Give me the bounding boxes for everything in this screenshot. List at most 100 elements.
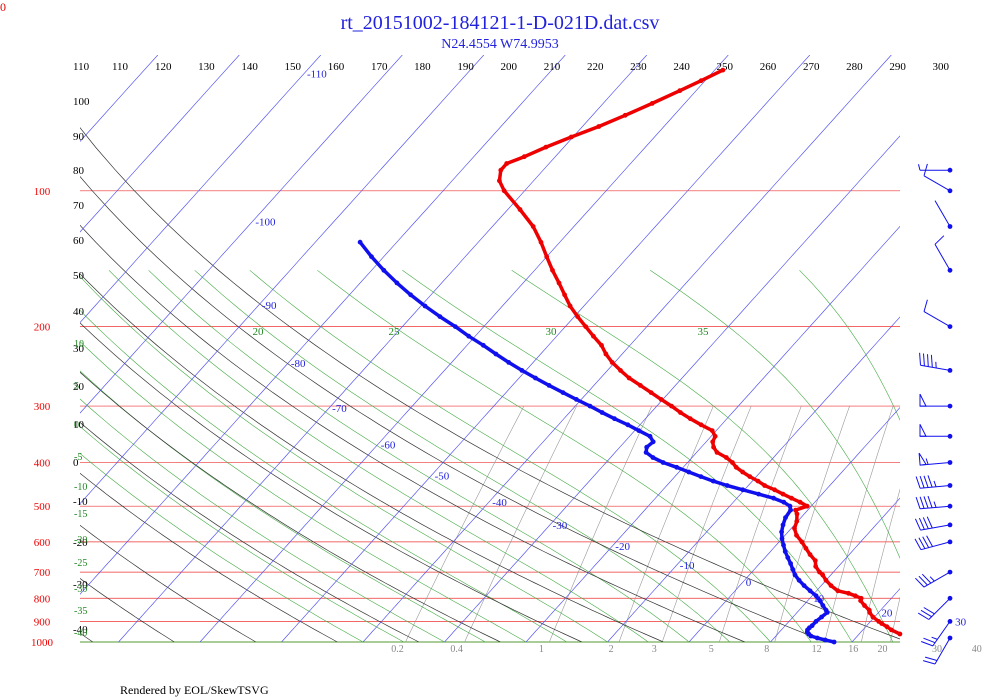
isotherm-line (770, 497, 900, 642)
moist-adiabat-line (317, 270, 812, 642)
moist-adiabat-line (108, 270, 649, 642)
pressure-label: 800 (34, 593, 51, 605)
moist-adiabat-line (650, 270, 900, 559)
wind-barb-full (914, 538, 922, 550)
wind-barb-staff (920, 524, 951, 531)
theta-side-label: 50 (73, 270, 85, 282)
theta-label: 270 (803, 61, 820, 73)
moist-adiabat-line (249, 270, 771, 642)
temperature-point-segment (638, 383, 653, 395)
wind-barb-half (931, 636, 938, 640)
temperature-point-segment (659, 397, 674, 408)
temperature-point-segment (715, 450, 729, 460)
mixing-ratio-line (661, 405, 752, 642)
moist-adiabat-line (80, 426, 404, 642)
theta-side-label: 20 (73, 381, 85, 393)
theta-side-label: 30 (73, 343, 85, 355)
dewpoint-point-segment (687, 470, 703, 479)
moist-adiabat-line (80, 370, 486, 642)
temperature-point-segment (531, 224, 543, 244)
temperature-point-segment (568, 304, 580, 319)
dewpoint-point-segment (494, 352, 511, 365)
wind-barb-full (918, 575, 928, 586)
mixing-ratio-line (890, 596, 900, 642)
dry-adiabat-line (80, 273, 664, 642)
isotherm-line (362, 55, 892, 642)
wind-barb-staff (932, 621, 951, 647)
temperature-point-segment (550, 268, 561, 285)
pressure-label: 500 (34, 501, 51, 513)
temperature-point-segment (583, 324, 596, 338)
wind-barb-full (921, 641, 933, 647)
dry-adiabat-line (80, 127, 900, 640)
dewpoint-point-segment (561, 390, 579, 402)
dewpoint-point-segment (547, 383, 565, 395)
dry-adiabat-line (80, 371, 501, 642)
isotherm-line (199, 55, 729, 642)
theta-side-label: 100 (73, 96, 90, 108)
pressure-label: 200 (34, 322, 51, 334)
dry-adiabat-line (80, 472, 338, 642)
wind-barb-full (923, 637, 936, 644)
wind-barb-full (926, 535, 934, 547)
moist-adiabat-label: -15 (74, 509, 87, 520)
wind-barb-full (924, 656, 938, 661)
theta-label: 180 (414, 61, 431, 73)
moist-adiabat-label: 5 (74, 381, 79, 392)
temperature-point-segment (669, 404, 683, 415)
theta-side-label: 90 (73, 131, 85, 143)
theta-label: 140 (241, 61, 258, 73)
wind-barb-flag (918, 452, 927, 466)
wind-barb-full (926, 516, 933, 529)
chart-title: rt_20151002-184121-1-D-021D.dat.csv (340, 12, 660, 34)
moist-adiabat-line (148, 270, 690, 642)
wind-barb-half (933, 501, 937, 508)
wind-barb-full (918, 537, 926, 549)
isotherm-line (80, 55, 403, 414)
wind-barb-half (925, 458, 929, 465)
wind-barb-full (927, 475, 933, 488)
wind-barb-staff (923, 311, 951, 328)
mixing-ratio-label: 40 (972, 644, 982, 655)
mixing-ratio-lines (405, 405, 900, 642)
mixing-ratio-label: 2 (609, 644, 614, 655)
moist-adiabat-line (80, 453, 364, 642)
moist-adiabat-label: 35 (698, 326, 710, 338)
dewpoint-point-segment (661, 460, 679, 470)
pressure-label: 600 (34, 537, 51, 549)
dewpoint-point-segment (423, 304, 442, 319)
theta-label: 230 (630, 61, 647, 73)
dewpoint-point-segment (674, 465, 691, 474)
theta-label: 120 (155, 61, 172, 73)
temperature-point-segment (610, 360, 623, 373)
isotherm-line (688, 407, 900, 642)
dewpoint-point-segment (588, 404, 604, 415)
theta-label: 240 (673, 61, 690, 73)
temperature-point-segment (762, 483, 777, 492)
temperature-point-segment (597, 113, 627, 129)
wind-barb-full (923, 475, 929, 488)
moist-adiabat-line (80, 276, 608, 642)
moist-adiabat-line (799, 270, 900, 421)
theta-side-label: -10 (73, 496, 88, 508)
wind-barb-staff (923, 175, 951, 192)
wind-barb-full (917, 612, 930, 620)
wind-barb-full (922, 517, 929, 529)
temperature-point-segment (618, 368, 631, 380)
dewpoint-point-segment (453, 324, 471, 338)
footer-credit: Rendered by EOL/SkewTSVG (120, 683, 269, 697)
moist-adiabat-label: -5 (74, 452, 82, 463)
dewpoint-point-segment (699, 474, 715, 483)
moist-adiabat-line (80, 398, 445, 642)
temperature-point-segment (518, 207, 535, 229)
theta-label: 190 (457, 61, 474, 73)
isotherm-line (281, 55, 811, 642)
moist-adiabat-label: 25 (389, 326, 401, 338)
theta-label: 170 (371, 61, 388, 73)
mixing-ratio-label: 1 (539, 644, 544, 655)
wind-barb-full (923, 163, 928, 176)
wind-barb-staff (934, 244, 951, 271)
mixing-ratio-line (861, 488, 900, 642)
temperature-point-segment (836, 589, 851, 596)
wind-barb-full (927, 495, 933, 508)
